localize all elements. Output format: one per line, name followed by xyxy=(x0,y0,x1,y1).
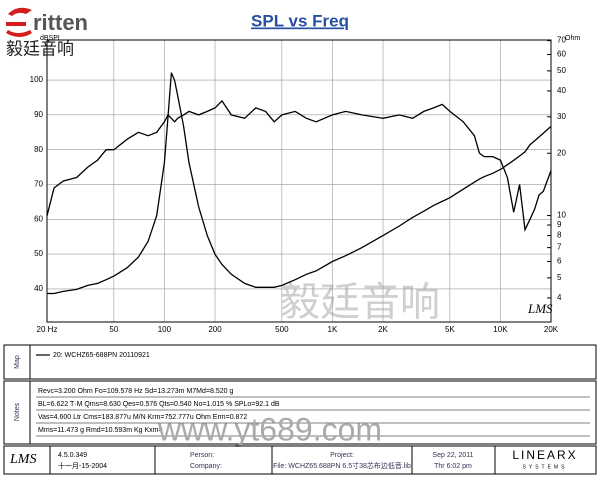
note-line: Revc=3.200 Ohm Fo=109.578 Hz Sd=13.273m … xyxy=(38,388,233,395)
note-line: Vas=4.600 Ltr Cms=183.877u M/N Krm=752.7… xyxy=(38,414,247,421)
file: File: WCHZ65.688PN 6.5寸38芯布边低音.lib xyxy=(273,461,411,470)
map-panel xyxy=(3,344,597,380)
y2-axis-label: Ohm xyxy=(565,35,580,42)
y-tick-label: 100 xyxy=(30,75,44,84)
y2-tick-label: 5 xyxy=(557,273,562,282)
watermark-cn: 毅廷音响 xyxy=(280,281,440,325)
brand: LINEARX xyxy=(512,448,577,462)
y2-tick-label: 10 xyxy=(557,211,566,220)
logo-cn: 毅廷音响 xyxy=(6,39,74,58)
y2-tick-label: 30 xyxy=(557,112,566,121)
map-label: Map xyxy=(14,355,21,369)
y2-tick-label: 50 xyxy=(557,66,566,75)
x-tick-label: 50 xyxy=(109,325,118,334)
y-tick-label: 40 xyxy=(34,284,43,293)
y2-tick-label: 8 xyxy=(557,231,562,240)
logo: ritten xyxy=(33,10,88,35)
y2-tick-label: 60 xyxy=(557,50,566,59)
x-tick-label: 500 xyxy=(275,325,289,334)
x-tick-label: 20 Hz xyxy=(37,325,58,334)
y2-tick-label: 9 xyxy=(557,220,562,229)
x-tick-label: 1K xyxy=(328,325,338,334)
notes-lines: Revc=3.200 Ohm Fo=109.578 Hz Sd=13.273m … xyxy=(36,388,590,437)
version: 4.5.0.349 xyxy=(58,452,87,459)
notes-label: Notes xyxy=(14,402,21,421)
y2-tick-label: 4 xyxy=(557,293,562,302)
y-tick-label: 60 xyxy=(34,214,43,223)
series-line xyxy=(47,72,552,295)
note-line: Mms=11.473 g Rmd=10.593m Kg Kxm= xyxy=(38,427,163,434)
watermark-url: www.yt689.com xyxy=(157,411,382,447)
y2-tick-label: 70 xyxy=(557,36,566,45)
plot-area: 20 Hz 50 100 200 500 1K 2K 5K 10K 20K 40 50 60 70 80 90… xyxy=(30,36,567,334)
plot-logo: LMS xyxy=(527,301,553,316)
chart-title: SPL vs Freq xyxy=(251,11,349,30)
company: Company: xyxy=(190,463,222,470)
note-line: BL=6.622 T·M Qms=8.630 Qes=0.576 Qts=0.5… xyxy=(38,401,280,408)
project: Project: xyxy=(330,452,354,459)
series-line xyxy=(46,99,552,232)
y-tick-label: 90 xyxy=(34,110,43,119)
footer-panel xyxy=(3,445,597,475)
brand-sub: SYSTEMS xyxy=(523,464,568,470)
plot-frame xyxy=(46,39,552,323)
legend-text: 20: WCHZ65-688PN 20110921 xyxy=(53,352,150,359)
y2-tick-label: 40 xyxy=(557,86,566,95)
x-tick-label: 5K xyxy=(445,325,455,334)
y-axis-label: dBSPL xyxy=(40,35,62,42)
y2-tick-label: 20 xyxy=(557,148,566,157)
x-tick-label: 10K xyxy=(493,325,508,334)
date: Sep 22, 2011 xyxy=(432,452,473,459)
y2-tick-label: 7 xyxy=(557,243,562,252)
y-tick-label: 50 xyxy=(34,249,43,258)
logo-mark xyxy=(6,7,32,37)
y2-tick-label: 6 xyxy=(557,257,562,266)
time: Thr 6:02 pm xyxy=(434,463,472,470)
y-tick-label: 80 xyxy=(34,145,43,154)
person: Person: xyxy=(190,452,214,459)
y-tick-label: 70 xyxy=(34,180,43,189)
x-tick-label: 200 xyxy=(208,325,222,334)
footer-logo: LMS xyxy=(9,452,36,467)
x-tick-label: 20K xyxy=(544,325,559,334)
build-date: 十一月-15-2004 xyxy=(58,461,107,470)
notes-panel xyxy=(3,380,597,445)
x-tick-label: 2K xyxy=(378,325,388,334)
x-tick-label: 100 xyxy=(158,325,172,334)
